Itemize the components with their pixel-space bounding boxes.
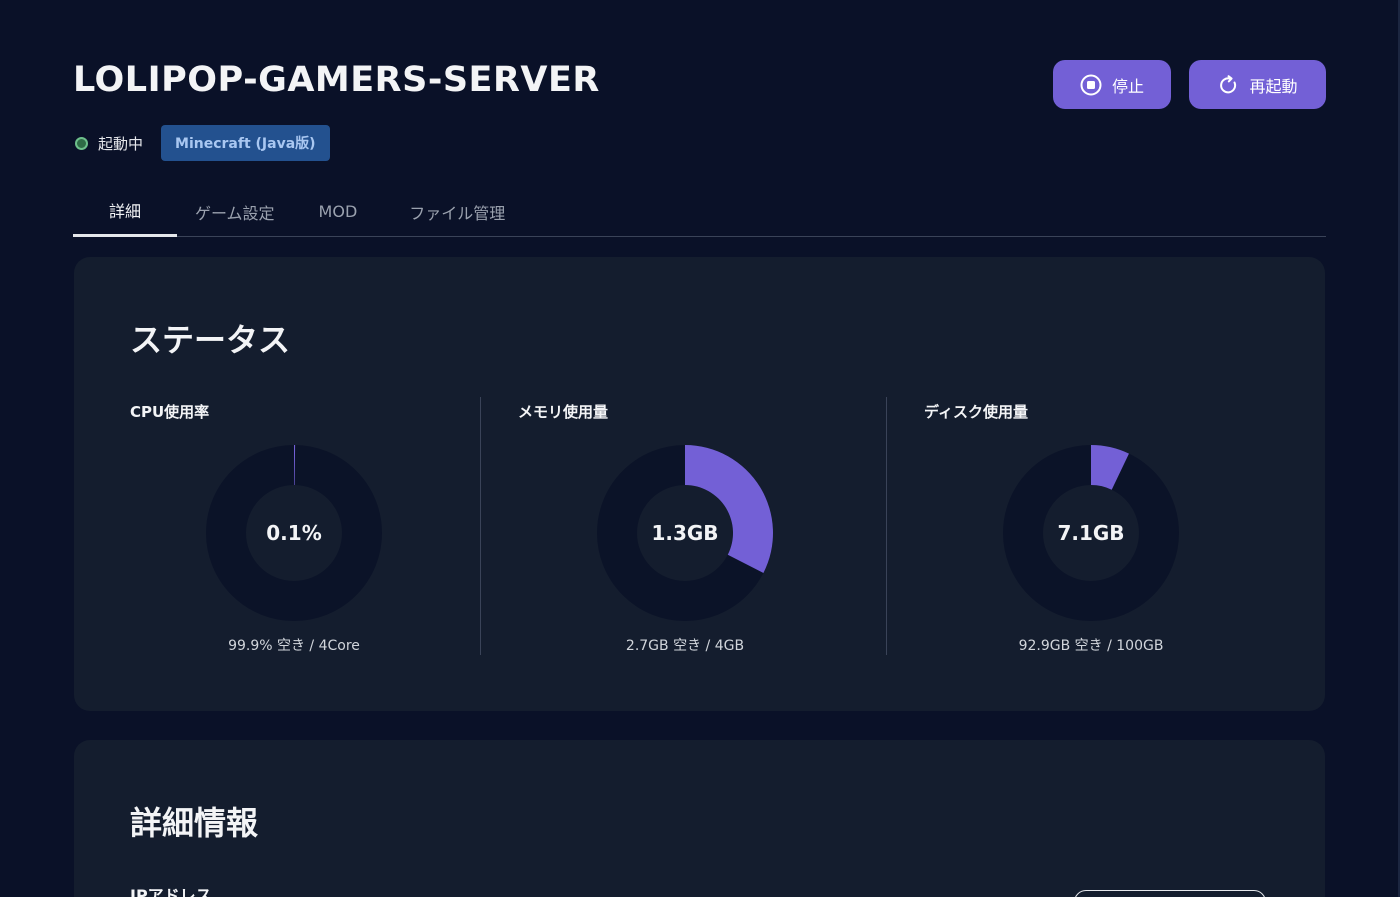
page-title: LOLIPOP-GAMERS-SERVER xyxy=(73,60,600,100)
disk-metric: ディスク使用量 7.1GB 92.9GB 空き / 100GB xyxy=(886,397,1291,655)
ip-action-button[interactable] xyxy=(1074,890,1266,897)
memory-donut-arc xyxy=(685,445,773,573)
cpu-donut-chart xyxy=(206,445,382,621)
status-indicator-icon xyxy=(75,136,88,150)
memory-donut: 1.3GB xyxy=(597,445,773,621)
server-status-row: 起動中 Minecraft (Java版) xyxy=(75,125,330,161)
restart-button[interactable]: 再起動 xyxy=(1189,60,1326,109)
detail-card-title: 詳細情報 xyxy=(130,804,259,842)
tab-game-settings[interactable]: ゲーム設定 xyxy=(195,203,275,223)
disk-donut-chart xyxy=(1003,445,1179,621)
disk-metric-label: ディスク使用量 xyxy=(924,403,1028,421)
status-card: ステータス CPU使用率 0.1% 99.9% 空き / 4Core メモリ使用… xyxy=(74,257,1325,711)
memory-donut-chart xyxy=(597,445,773,621)
tab-file-management[interactable]: ファイル管理 xyxy=(409,203,506,223)
cpu-donut-arc xyxy=(294,445,296,486)
memory-metric-label: メモリ使用量 xyxy=(518,403,609,421)
cpu-free-text: 99.9% 空き / 4Core xyxy=(228,638,360,654)
memory-metric: メモリ使用量 1.3GB 2.7GB 空き / 4GB xyxy=(480,397,885,655)
disk-donut: 7.1GB xyxy=(1003,445,1179,621)
status-text: 起動中 xyxy=(98,134,144,153)
stop-icon xyxy=(1080,74,1102,95)
window-edge xyxy=(1398,0,1400,897)
stop-button-label: 停止 xyxy=(1111,78,1144,96)
tab-mod[interactable]: MOD xyxy=(318,202,358,221)
status-card-title: ステータス xyxy=(130,321,291,359)
game-type-badge: Minecraft (Java版) xyxy=(161,125,330,161)
disk-free-text: 92.9GB 空き / 100GB xyxy=(1018,638,1164,654)
server-tabs: 詳細 ゲーム設定 MOD ファイル管理 xyxy=(73,186,1326,237)
stop-button[interactable]: 停止 xyxy=(1053,60,1171,109)
tab-details[interactable]: 詳細 xyxy=(73,186,178,237)
cpu-metric: CPU使用率 0.1% 99.9% 空き / 4Core xyxy=(74,397,479,655)
cpu-donut: 0.1% xyxy=(206,445,382,621)
restart-icon xyxy=(1220,74,1237,93)
disk-value: 7.1GB xyxy=(1057,521,1125,545)
memory-value: 1.3GB xyxy=(651,521,719,545)
restart-button-label: 再起動 xyxy=(1249,78,1298,96)
cpu-value: 0.1% xyxy=(266,521,322,545)
cpu-metric-label: CPU使用率 xyxy=(130,403,210,421)
detail-info-card: 詳細情報 IPアドレス xyxy=(74,740,1325,897)
ip-address-label: IPアドレス xyxy=(130,886,212,897)
memory-free-text: 2.7GB 空き / 4GB xyxy=(625,638,745,654)
disk-donut-arc xyxy=(1091,445,1129,490)
